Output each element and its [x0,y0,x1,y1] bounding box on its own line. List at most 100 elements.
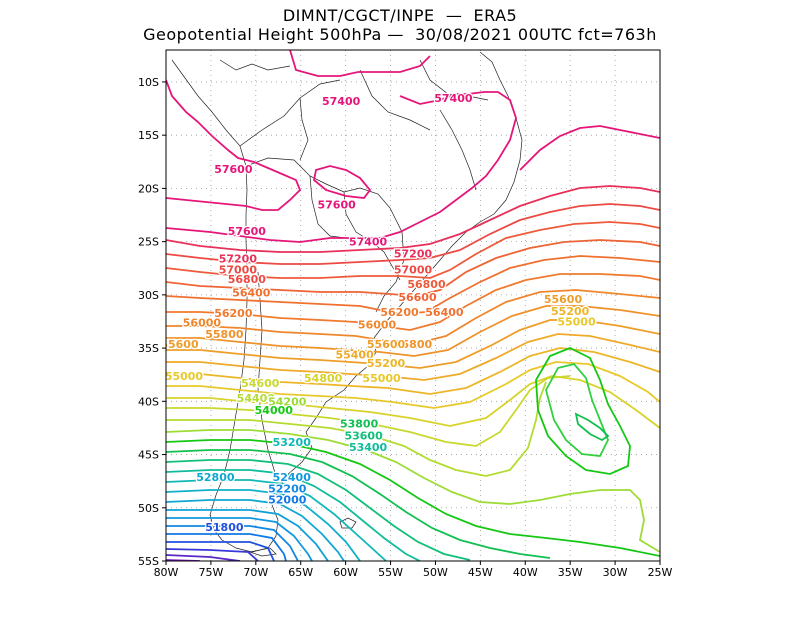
y-tick-label: 25S [138,236,159,249]
contour-label: 53600 [344,429,383,442]
contour-line-55200 [166,347,660,395]
contour-label: 53200 [273,436,312,449]
country-border [439,109,477,191]
y-tick-label: 45S [138,449,159,462]
contour-label: 52800 [196,471,235,484]
figure-title-line-1: DIMNT/CGCT/INPE — ERA5 [282,6,518,25]
contour-line-56400 [166,255,660,315]
contour-label: 53800 [340,418,379,431]
y-tick-label: 15S [138,129,159,142]
x-tick-label: 35W [558,566,583,579]
contour-label: 55000 [557,315,596,328]
country-border [299,97,309,161]
figure-title-line-2: Geopotential Height 500hPa — 30/08/2021 … [143,25,657,44]
x-tick-label: 75W [198,566,223,579]
contour-label: 56000 [358,319,397,332]
contour-line-54200 [166,429,660,553]
contour-label: 52000 [268,493,307,506]
contour-labels: 57400 57400 57600 57600 57600 57400 57200 57200… [160,91,597,536]
contour-label: 56600 [398,291,437,304]
contour-label: 57200 [219,253,258,266]
contour-line-55000 [166,361,660,409]
country-border [257,271,277,477]
contour-line-54000-cyclone [535,347,631,475]
contour-label: 55000 [165,370,204,383]
country-border [219,59,291,71]
contour-line-55800 [166,305,660,357]
contour-label: 56800 [228,273,267,286]
contour-line-57600 [166,79,302,211]
contour-line-51800 [166,541,275,561]
contour-line-52200 [166,525,299,561]
contour-line-53000 [166,489,361,561]
contour-label: 55000 [362,372,401,385]
contour-line-56200 [166,273,660,331]
country-border [343,191,401,281]
y-tick-label: 30S [138,289,159,302]
contour-label: 57200 [394,247,433,260]
contour-label: 56000 [183,317,222,330]
contour-label: 56400 [232,287,271,300]
geopotential-contours [166,50,660,561]
contour-line-51400 [166,554,241,561]
country-border [309,175,347,239]
tierra-del-fuego [248,547,277,557]
contour-label: 56200 [380,306,419,319]
longitude-axis: 80W 75W 70W 65W 60W 55W 50W 45W 40W 35W 30W 25W [154,561,673,579]
x-tick-label: 65W [288,566,313,579]
contour-label: 57600 [318,198,357,211]
contour-line-57400-east [519,125,660,171]
contour-label: 54400 [237,392,276,405]
country-border [245,157,391,209]
contour-line-52400 [166,517,313,561]
contour-label: 57400 [322,95,361,108]
contour-label: 53400 [349,441,388,454]
contour-line-52000 [166,533,287,561]
contour-label: 54200 [268,395,307,408]
contour-line-53400 [166,469,421,561]
contour-label: 55200 [367,357,406,370]
y-tick-label: 55S [138,555,159,568]
x-tick-label: 45W [468,566,493,579]
contour-line-53800-cyclone [545,362,609,457]
contour-label: 57400 [434,92,473,105]
contour-line-56000 [166,289,660,345]
contour-line-53600-cyclone [574,412,610,442]
x-tick-label: 50W [423,566,448,579]
contour-label: 57000 [219,263,258,276]
contour-line-51600 [166,548,259,561]
contour-label: 55800 [394,338,433,351]
x-tick-label: 30W [603,566,628,579]
map-frame [165,49,661,562]
x-tick-label: 70W [243,566,268,579]
contour-line-57400 [166,50,517,243]
contour-line-57600-loop [313,165,372,199]
contour-label: 51800 [205,521,244,534]
contour-label: 55200 [551,305,590,318]
contour-label: 55600 [544,293,583,306]
contour-label: 52400 [273,471,312,484]
contour-label: 55400 [335,348,374,361]
contour-line-54000 [166,439,660,557]
contour-line-54400 [166,381,547,477]
y-tick-label: 10S [138,76,159,89]
x-tick-label: 40W [513,566,538,579]
y-tick-label: 20S [138,182,159,195]
contour-line-57000 [166,203,660,265]
contour-line-53800 [166,449,551,559]
contour-line-54600 [166,375,571,447]
contour-label: 56400 [425,306,464,319]
falkland-islands [339,517,357,529]
country-border [359,69,431,131]
contour-label: 55600 [160,338,199,351]
contour-line-57200 [166,185,660,253]
contour-line-55600 [166,319,660,369]
contour-label: 54600 [241,377,280,390]
contour-label: 52200 [268,483,307,496]
contour-line-52600 [166,509,329,561]
contour-line-55400 [166,333,660,381]
contour-line-53200 [166,479,387,561]
contour-line-56600 [166,239,660,297]
x-tick-label: 60W [333,566,358,579]
